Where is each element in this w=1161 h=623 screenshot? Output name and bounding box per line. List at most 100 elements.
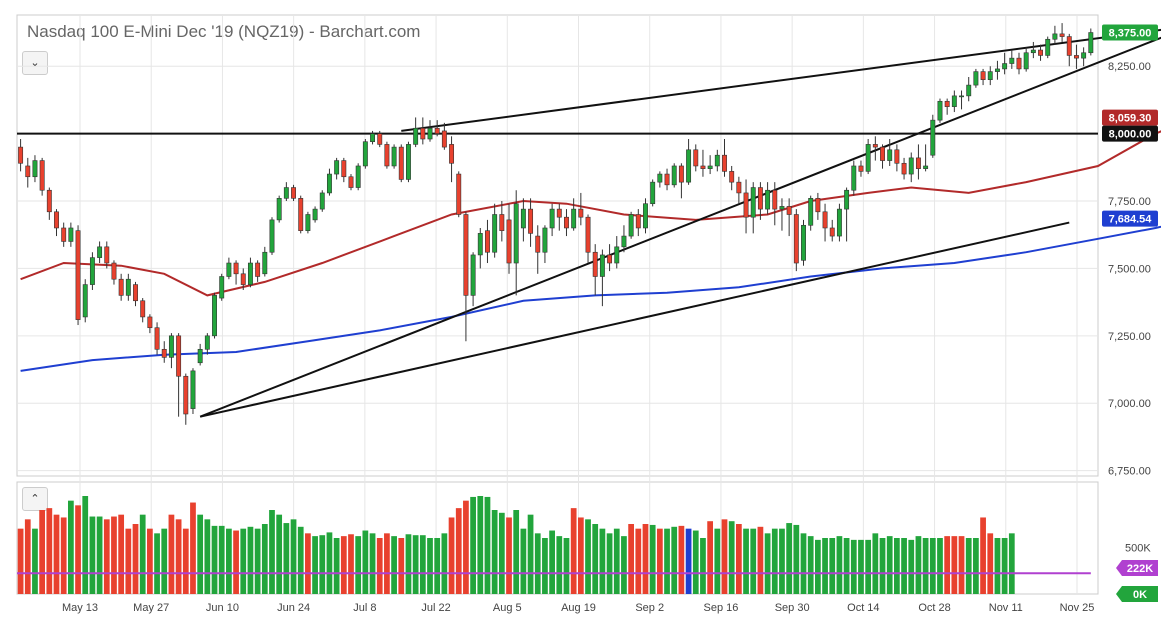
candle-body [643,203,648,229]
volume-bar [664,528,670,594]
volume-bar [434,538,441,594]
volume-bar [987,533,994,594]
candle-body [168,335,174,358]
candle-body [82,284,88,318]
candle-body [197,348,203,364]
candle-body [212,295,217,337]
candle-body [89,257,95,285]
volume-bar [556,536,563,594]
chart-title: Nasdaq 100 E-Mini Dec '19 (NQZ19) - Barc… [27,22,421,41]
candle-body [391,146,397,167]
candle-body [470,254,476,296]
candle-body [678,165,684,183]
candle-body [621,235,627,248]
candle-body [599,254,605,277]
volume-bar [139,514,146,594]
candle-body [743,192,749,218]
candle-body [607,254,613,264]
candle-body [319,192,325,210]
collapse-button[interactable]: ⌄ [22,51,48,75]
volume-bar [671,526,678,594]
candle-body [714,154,720,167]
volume-bar [175,519,182,594]
volume-bar [398,538,405,594]
volume-toggle-button[interactable]: ⌃ [22,487,48,511]
candle-body [18,146,24,164]
candle-body [161,348,167,358]
candle-body [650,181,656,205]
candle-body [542,227,548,253]
volume-bar [319,535,326,594]
candle-body [477,233,483,256]
candle-body [520,208,526,229]
candle-body [1016,57,1022,70]
candle-body [413,127,419,145]
candle-body [980,71,986,81]
candle-body [1038,49,1043,56]
candle-body [183,375,189,415]
volume-bar [283,523,290,594]
volume-bar [592,524,599,594]
candle-body [844,189,850,210]
volume-bar [850,539,857,594]
candle-body [204,335,210,350]
volume-bar [635,528,642,594]
candle-body [32,160,38,178]
candle-body [355,165,361,188]
candle-body [635,214,641,229]
date-tick-label: May 13 [62,602,98,614]
candle-body [994,68,1000,72]
candle-body [722,154,727,172]
volume-bar [362,530,369,594]
candle-body [341,160,347,178]
volume-bar [908,539,915,594]
volume-bar [269,510,275,594]
volume-bar [822,538,828,594]
price-badge [1102,125,1158,142]
volume-bar [735,524,742,594]
volume-bar [951,536,958,594]
candle-body [1052,33,1058,40]
candle-body [865,144,871,172]
candle-body [779,206,785,210]
volume-bar [125,528,132,594]
volume-bar [384,533,390,594]
candle-body [427,127,433,140]
volume-bar [577,517,584,594]
volume-bar [506,517,512,594]
candle-body [25,165,31,178]
volume-bar [226,528,232,594]
volume-bar [190,502,196,594]
candle-body [140,300,146,318]
candle-body [1066,36,1072,56]
volume-bar [340,536,347,594]
volume-bar [894,538,900,594]
volume-bar [89,516,96,594]
volume-bar [419,535,426,594]
volume-bar [67,500,74,594]
volume-bar [534,533,541,594]
candle-body [377,133,383,145]
candle-body [786,206,792,215]
volume-bar [570,508,577,594]
volume-bar [527,514,534,594]
volume-bar [585,519,591,594]
candle-body [226,262,232,277]
volume-bar [276,514,283,594]
volume-bar [118,514,125,594]
candle-body [147,316,153,329]
price-badge [1102,24,1158,41]
volume-bar [628,524,634,594]
candle-body [872,144,878,148]
volume-bar [427,538,433,594]
candle-body [707,165,713,169]
price-tick-label: 8,250.00 [1108,61,1151,73]
volume-bar [369,533,376,594]
volume-bar [161,528,168,594]
date-tick-label: Jun 10 [206,602,239,614]
candle-body [420,127,426,140]
candle-body [255,262,261,277]
price-badge-label: 8,000.00 [1109,129,1152,141]
candle-body [499,214,505,231]
